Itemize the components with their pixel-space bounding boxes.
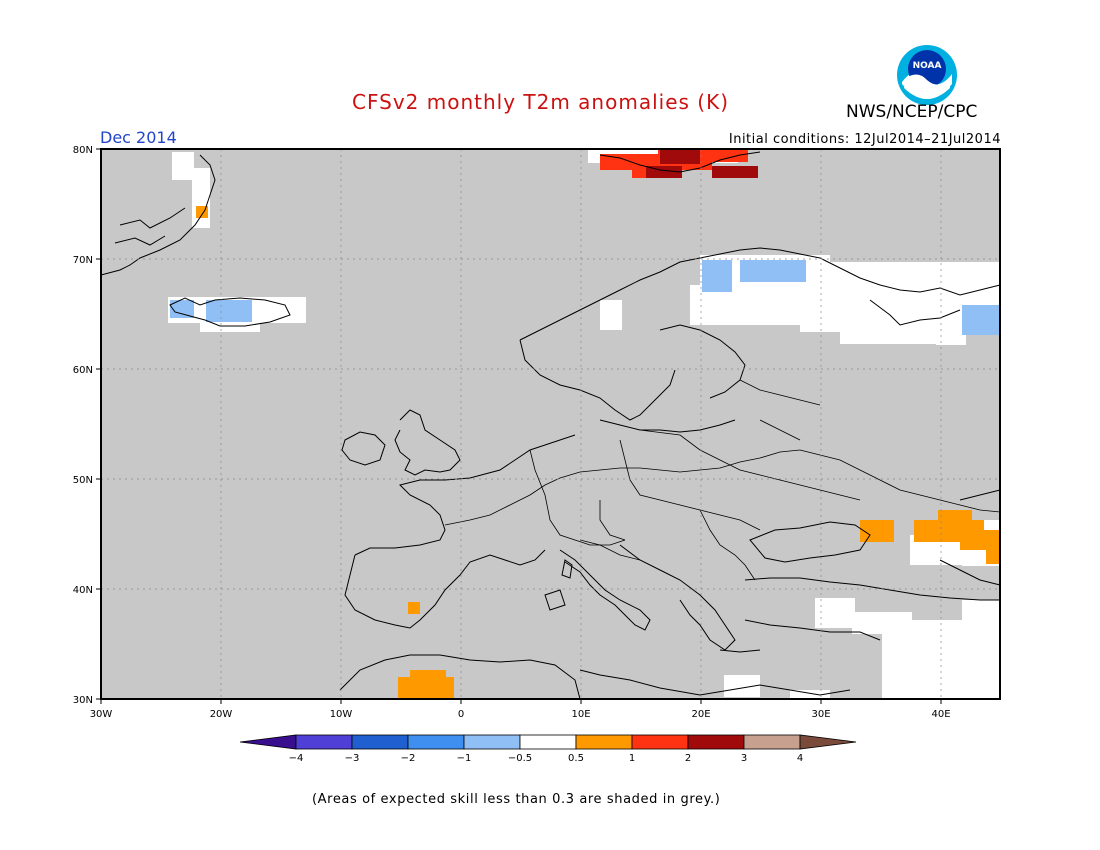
- lat-label: 50N: [73, 475, 93, 486]
- colorbar-swatch: [743, 734, 801, 750]
- initial-conditions-label: Initial conditions: 12Jul2014–21Jul2014: [728, 132, 1001, 147]
- cool-anomaly-regions: [170, 260, 1000, 335]
- colorbar-swatch: [687, 734, 745, 750]
- colorbar-label: −2: [401, 753, 416, 764]
- map-title: CFSv2 monthly T2m anomalies (K): [352, 90, 729, 114]
- lon-label: 0: [458, 709, 464, 720]
- colorbar-swatch: [407, 734, 465, 750]
- colorbar-label: −3: [345, 753, 360, 764]
- colorbar-label: −0.5: [508, 753, 532, 764]
- colorbar-arrow-low: [239, 734, 297, 750]
- lat-label: 40N: [73, 585, 93, 596]
- colorbar-swatch: [295, 734, 353, 750]
- colorbar-label: 1: [629, 753, 635, 764]
- map-frame: [100, 148, 1001, 700]
- colorbar-label: 4: [797, 753, 803, 764]
- skill-footnote: (Areas of expected skill less than 0.3 a…: [312, 792, 721, 807]
- colorbar-label: −4: [289, 753, 304, 764]
- colorbar-label: 3: [741, 753, 747, 764]
- coastlines: [100, 151, 1001, 700]
- colorbar: −4 −3 −2 −1 −0.5 0.5 1 2 3 4: [239, 734, 857, 764]
- noaa-logo: NOAA: [897, 45, 957, 105]
- colorbar-swatch: [575, 734, 633, 750]
- colorbar-label: 2: [685, 753, 691, 764]
- graticule: [101, 149, 1000, 699]
- colorbar-swatch: [631, 734, 689, 750]
- lon-label: 30W: [90, 709, 113, 720]
- lat-label: 80N: [73, 145, 93, 156]
- longitude-labels: 30W 20W 10W 0 10E 20E 30E 40E: [90, 709, 951, 720]
- lon-label: 10W: [330, 709, 353, 720]
- colorbar-arrow-high: [799, 734, 857, 750]
- colorbar-swatch: [351, 734, 409, 750]
- axis-ticks: [96, 148, 942, 704]
- colorbar-label: 0.5: [568, 753, 584, 764]
- lat-label: 60N: [73, 365, 93, 376]
- lat-label: 70N: [73, 255, 93, 266]
- country-borders: [444, 379, 1001, 581]
- forecast-month-label: Dec 2014: [100, 128, 177, 147]
- colorbar-swatch: [519, 734, 577, 750]
- lat-label: 30N: [73, 695, 93, 706]
- colorbar-swatch: [463, 734, 521, 750]
- colorbar-label: −1: [457, 753, 472, 764]
- lon-label: 20E: [691, 709, 710, 720]
- lon-label: 30E: [811, 709, 830, 720]
- lon-label: 10E: [571, 709, 590, 720]
- organization-label: NWS/NCEP/CPC: [846, 102, 978, 122]
- lon-label: 40E: [931, 709, 950, 720]
- logo-text: NOAA: [913, 61, 942, 71]
- lon-label: 20W: [210, 709, 233, 720]
- latitude-labels: 80N 70N 60N 50N 40N 30N: [73, 145, 93, 706]
